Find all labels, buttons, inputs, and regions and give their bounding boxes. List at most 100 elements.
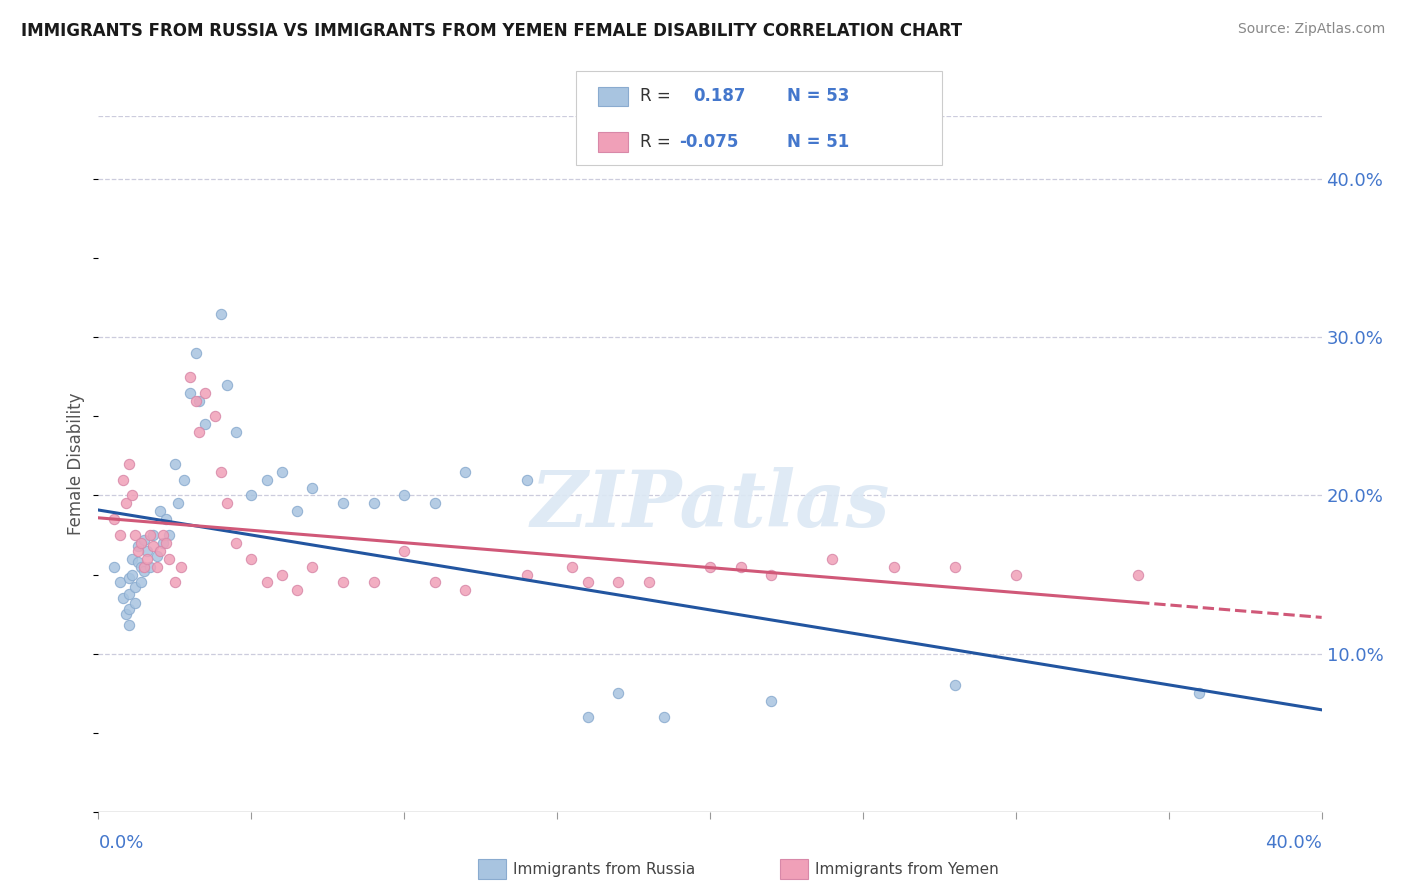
- Point: [186, 346, 208, 360]
- Point: [152, 536, 174, 550]
- Point: [155, 536, 177, 550]
- Point: [576, 710, 599, 724]
- Point: [270, 567, 292, 582]
- Point: [118, 618, 141, 632]
- Point: [118, 457, 141, 471]
- Point: [363, 496, 385, 510]
- Point: [118, 602, 141, 616]
- Text: N = 51: N = 51: [787, 133, 849, 151]
- Point: [121, 567, 143, 582]
- Point: [1128, 567, 1150, 582]
- Point: [209, 465, 232, 479]
- Point: [392, 488, 416, 502]
- Point: [163, 457, 186, 471]
- Point: [225, 425, 247, 440]
- Point: [759, 694, 782, 708]
- Point: [240, 488, 263, 502]
- Point: [194, 385, 217, 400]
- Point: [256, 473, 278, 487]
- Point: [188, 393, 211, 408]
- Point: [134, 565, 156, 579]
- Point: [111, 473, 134, 487]
- Point: [204, 409, 226, 424]
- Text: 0.0%: 0.0%: [98, 834, 143, 852]
- Point: [170, 559, 193, 574]
- Point: [943, 678, 966, 692]
- Text: R =: R =: [640, 87, 676, 105]
- Point: [363, 575, 385, 590]
- Text: 40.0%: 40.0%: [1265, 834, 1322, 852]
- Point: [149, 504, 172, 518]
- Point: [883, 559, 905, 574]
- Text: -0.075: -0.075: [679, 133, 738, 151]
- Point: [149, 543, 172, 558]
- Point: [821, 551, 844, 566]
- Point: [118, 571, 141, 585]
- Text: Source: ZipAtlas.com: Source: ZipAtlas.com: [1237, 22, 1385, 37]
- Point: [215, 496, 238, 510]
- Text: N = 53: N = 53: [787, 87, 849, 105]
- Point: [188, 425, 211, 440]
- Point: [163, 575, 186, 590]
- Point: [136, 551, 159, 566]
- Point: [301, 481, 323, 495]
- Point: [142, 528, 165, 542]
- Point: [127, 543, 149, 558]
- Point: [103, 512, 125, 526]
- Point: [152, 528, 174, 542]
- Point: [173, 473, 195, 487]
- Point: [256, 575, 278, 590]
- Point: [136, 543, 159, 558]
- Point: [129, 559, 152, 574]
- Point: [285, 504, 308, 518]
- Point: [167, 496, 190, 510]
- Point: [516, 567, 538, 582]
- Point: [576, 575, 599, 590]
- Point: [103, 559, 125, 574]
- Point: [124, 596, 146, 610]
- Point: [194, 417, 217, 432]
- Point: [129, 575, 152, 590]
- Point: [179, 369, 201, 384]
- Y-axis label: Female Disability: Female Disability: [67, 392, 86, 535]
- Point: [225, 536, 247, 550]
- Point: [1188, 686, 1211, 700]
- Point: [129, 536, 152, 550]
- Point: [423, 575, 446, 590]
- Text: Immigrants from Yemen: Immigrants from Yemen: [815, 863, 1000, 877]
- Point: [139, 528, 162, 542]
- Point: [607, 575, 630, 590]
- Point: [139, 559, 162, 574]
- Point: [108, 575, 131, 590]
- Point: [423, 496, 446, 510]
- Point: [699, 559, 721, 574]
- Point: [392, 543, 416, 558]
- Point: [124, 580, 146, 594]
- Text: Immigrants from Russia: Immigrants from Russia: [513, 863, 696, 877]
- Point: [134, 559, 156, 574]
- Text: 0.187: 0.187: [693, 87, 745, 105]
- Point: [142, 539, 165, 553]
- Point: [134, 533, 156, 547]
- Point: [215, 377, 238, 392]
- Point: [454, 583, 477, 598]
- Point: [943, 559, 966, 574]
- Point: [115, 496, 138, 510]
- Point: [730, 559, 752, 574]
- Point: [637, 575, 661, 590]
- Point: [179, 385, 201, 400]
- Point: [332, 496, 354, 510]
- Point: [157, 551, 180, 566]
- Point: [240, 551, 263, 566]
- Point: [115, 607, 138, 621]
- Point: [607, 686, 630, 700]
- Point: [127, 539, 149, 553]
- Point: [111, 591, 134, 606]
- Point: [301, 559, 323, 574]
- Text: ZIPatlas: ZIPatlas: [530, 467, 890, 544]
- Text: R =: R =: [640, 133, 676, 151]
- Point: [155, 512, 177, 526]
- Point: [561, 559, 583, 574]
- Point: [270, 465, 292, 479]
- Point: [516, 473, 538, 487]
